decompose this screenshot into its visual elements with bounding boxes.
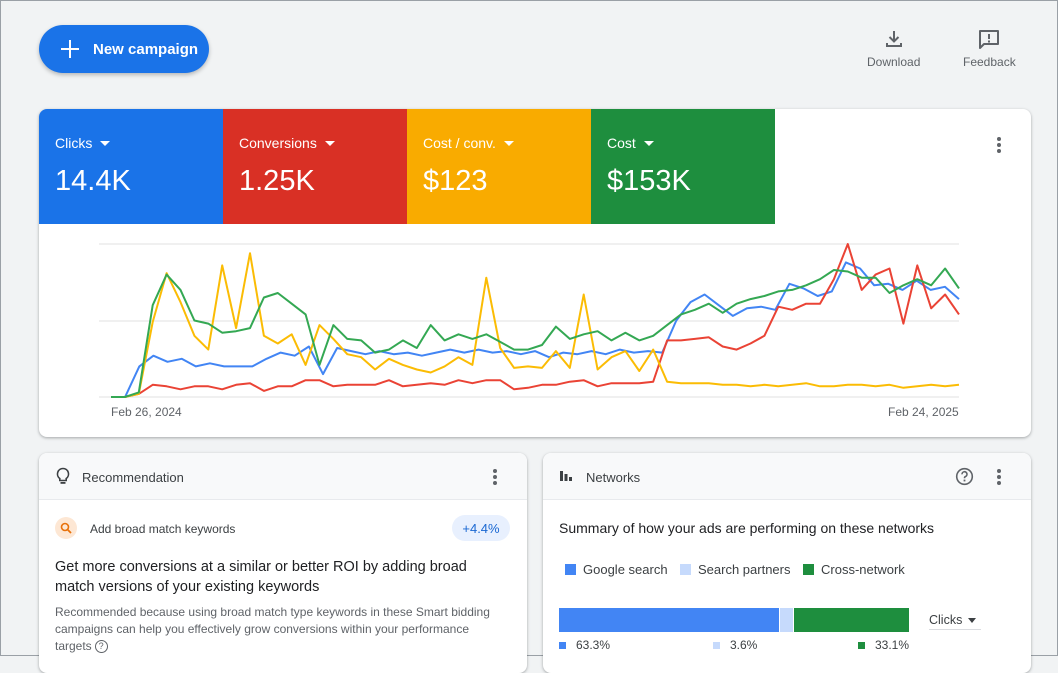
recommendation-subtitle: Add broad match keywords — [90, 522, 236, 536]
feedback-label: Feedback — [963, 55, 1016, 69]
share-segment-0 — [559, 608, 780, 632]
legend-google-search: Google search — [565, 562, 668, 577]
help-icon[interactable]: ? — [94, 640, 108, 654]
networks-header: Networks — [543, 453, 1031, 500]
metric-clicks[interactable]: Clicks 14.4K — [39, 109, 223, 224]
lightbulb-icon — [56, 467, 70, 484]
caret-down-icon — [643, 140, 654, 146]
share-segment-1 — [779, 608, 793, 632]
metric-cost[interactable]: Cost $153K — [591, 109, 775, 224]
bar-chart-icon — [560, 471, 572, 481]
networks-title: Networks — [586, 470, 641, 485]
new-campaign-label: New campaign — [93, 40, 199, 58]
metric-label: Cost / conv. — [423, 135, 496, 151]
share-google-search: 63.3% — [559, 638, 610, 652]
caret-down-icon — [968, 617, 977, 623]
metric-value: 1.25K — [239, 165, 315, 197]
metric-conversions[interactable]: Conversions 1.25K — [223, 109, 407, 224]
metric-label: Clicks — [55, 135, 93, 151]
help-icon[interactable] — [955, 467, 974, 486]
feedback-icon — [979, 30, 1000, 49]
recommendation-headline: Get more conversions at a similar or bet… — [55, 559, 467, 595]
caret-down-icon — [503, 140, 514, 146]
recommendation-header: Recommendation — [39, 453, 527, 500]
caret-down-icon — [100, 140, 111, 146]
x-end-label: Feb 24, 2025 — [888, 405, 959, 419]
networks-card: Networks Summary of how your ads are per… — [543, 453, 1031, 673]
metric-select[interactable]: Clicks — [929, 611, 981, 630]
series-line-0 — [111, 261, 960, 398]
recommendation-body: Recommended because using broad match ty… — [55, 605, 490, 653]
share-cross-network: 33.1% — [858, 638, 909, 652]
legend-search-partners: Search partners — [680, 562, 791, 577]
share-search-partners: 3.6% — [713, 638, 757, 652]
plus-icon — [61, 40, 79, 58]
series-line-2 — [111, 252, 960, 398]
recommendation-more-icon[interactable] — [485, 467, 505, 487]
metric-value: 14.4K — [55, 165, 131, 197]
networks-summary: Summary of how your ads are performing o… — [559, 520, 935, 536]
metric-value: $153K — [607, 165, 691, 197]
legend-cross-network: Cross-network — [803, 562, 905, 577]
caret-down-icon — [324, 140, 335, 146]
metric-cost-per-conv[interactable]: Cost / conv. $123 — [407, 109, 591, 224]
download-icon — [885, 31, 902, 47]
search-icon — [55, 517, 77, 539]
performance-chart-card: Clicks 14.4K Conversions 1.25K Cost / co… — [39, 109, 1031, 437]
download-label: Download — [867, 55, 921, 69]
x-start-label: Feb 26, 2024 — [111, 405, 182, 419]
metric-label: Cost — [607, 135, 636, 151]
recommendation-card: Recommendation Add broad match keywords … — [39, 453, 527, 673]
network-share-bar — [559, 608, 909, 632]
uplift-badge: +4.4% — [452, 515, 510, 541]
metric-label: Conversions — [239, 135, 317, 151]
series-line-1 — [111, 243, 960, 398]
recommendation-title: Recommendation — [82, 470, 184, 485]
download-button[interactable]: Download — [867, 29, 920, 69]
metric-value: $123 — [423, 165, 488, 197]
share-segment-2 — [792, 608, 909, 632]
new-campaign-button[interactable]: New campaign — [39, 25, 209, 73]
series-line-3 — [111, 267, 960, 398]
networks-more-icon[interactable] — [989, 467, 1009, 487]
chart-more-icon[interactable] — [989, 135, 1009, 155]
feedback-button[interactable]: Feedback — [963, 29, 1016, 69]
line-chart — [99, 243, 960, 398]
